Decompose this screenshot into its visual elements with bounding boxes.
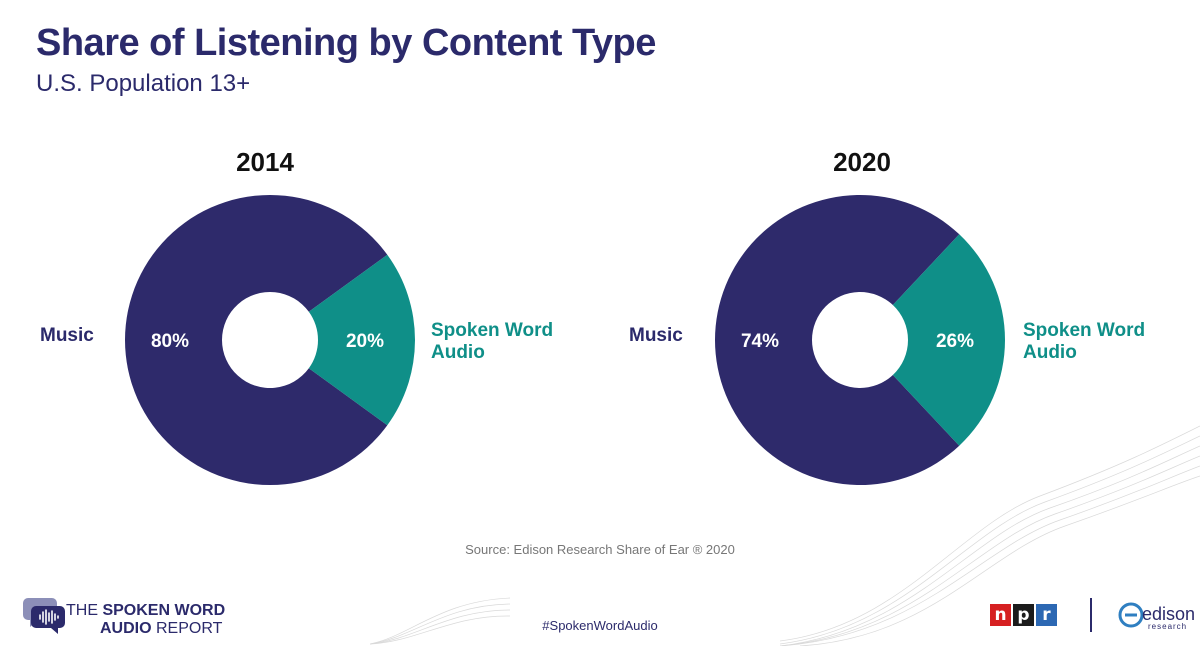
edison-logo-icon	[1118, 602, 1144, 628]
chart-2014-music-label: Music	[40, 325, 94, 346]
chart-2020-spoken-label-line2: Audio	[1023, 342, 1077, 363]
npr-logo: n p r	[990, 604, 1057, 626]
page-title: Share of Listening by Content Type	[36, 22, 656, 64]
donut-chart-2014: 80% 20%	[124, 195, 415, 485]
chart-2020-spoken-label: Spoken Word Audio	[1023, 320, 1145, 364]
data-label-spoken-word: 20%	[346, 331, 384, 352]
brand-line1-prefix: THE	[66, 602, 103, 619]
edison-subtitle: research	[1148, 622, 1188, 631]
chart-2020-title: 2020	[833, 147, 891, 177]
brand-line2-suffix: REPORT	[156, 620, 223, 637]
brand-wordmark: THE SPOKEN WORD AUDIO REPORT	[66, 602, 225, 638]
slice-music	[715, 195, 960, 485]
chart-2020-music-label: Music	[629, 325, 683, 346]
npr-letter-p: p	[1013, 604, 1034, 626]
npr-letter-r: r	[1036, 604, 1057, 626]
edison-wordmark: edison	[1142, 604, 1196, 624]
brand-line1-bold: SPOKEN WORD	[102, 602, 226, 619]
page-subtitle: U.S. Population 13+	[36, 70, 251, 97]
chart-2014-spoken-label: Spoken Word Audio	[431, 320, 553, 364]
source-note: Source: Edison Research Share of Ear ® 2…	[465, 542, 735, 557]
logo-divider	[1090, 598, 1092, 632]
brand-line2-bold: AUDIO	[100, 620, 156, 637]
donut-chart-2020: 74% 26%	[715, 195, 1005, 485]
data-label-spoken-word: 26%	[936, 331, 974, 352]
slice-music	[124, 195, 388, 485]
npr-letter-n: n	[990, 604, 1011, 626]
speech-bubble-waveform-icon	[23, 598, 65, 634]
chart-2014-title: 2014	[236, 147, 294, 177]
chart-2014-spoken-label-line2: Audio	[431, 342, 485, 363]
chart-2020-spoken-label-line1: Spoken Word	[1023, 320, 1146, 341]
decorative-wave-right	[780, 425, 1200, 646]
slice-spoken-word	[308, 254, 415, 426]
chart-2014-spoken-label-line1: Spoken Word	[431, 320, 554, 341]
data-label-music: 74%	[741, 331, 779, 352]
slice-spoken-word	[892, 234, 1005, 446]
hashtag: #SpokenWordAudio	[542, 618, 658, 633]
data-label-music: 80%	[151, 331, 189, 352]
decorative-wave-bottom	[370, 597, 510, 645]
